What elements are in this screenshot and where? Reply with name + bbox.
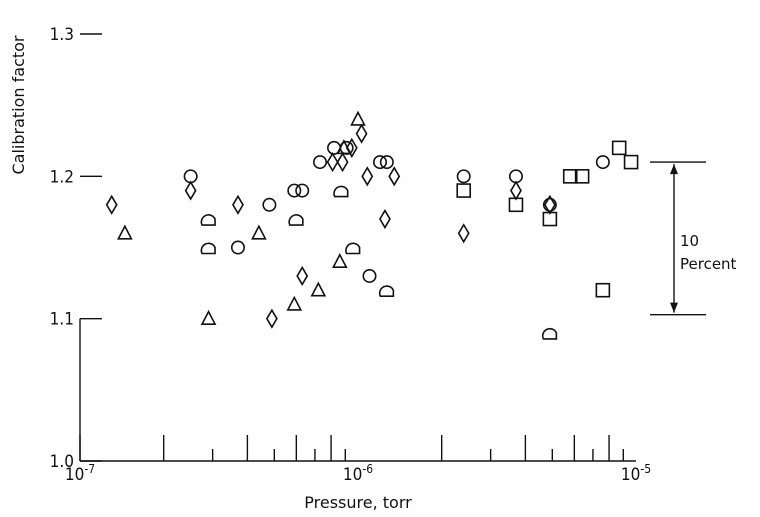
triangle-marker — [117, 224, 133, 240]
annotation-arrowhead-top — [670, 164, 678, 175]
diamond-marker — [457, 223, 470, 244]
square-marker — [595, 282, 611, 298]
square-marker — [456, 183, 471, 198]
circle-marker — [295, 183, 310, 198]
triangle-marker — [251, 224, 267, 240]
square-marker — [574, 169, 590, 184]
diamond-marker — [184, 180, 197, 201]
diamond-marker — [345, 137, 358, 158]
circle-marker — [362, 268, 377, 283]
percent-annotation: 10 Percent — [650, 161, 737, 316]
x-tick-label: 10-5 — [621, 462, 651, 485]
annotation-line2: Percent — [680, 255, 737, 273]
triangle-marker — [286, 295, 303, 311]
diamond-marker — [510, 180, 522, 201]
half-circle-marker — [333, 185, 349, 198]
diamond-marker — [296, 265, 309, 287]
square-marker — [611, 140, 627, 156]
y-tick-label: 1.2 — [50, 167, 74, 187]
diamond-marker — [105, 194, 118, 215]
x-tick-label: 10-7 — [65, 462, 95, 485]
y-tick-label: 1.1 — [50, 310, 74, 330]
circle-marker — [373, 155, 388, 170]
half-circle-marker — [200, 242, 216, 255]
circle-marker — [262, 197, 277, 212]
diamond-marker — [336, 152, 349, 173]
diamond-marker — [379, 208, 391, 230]
circle-marker — [542, 197, 557, 212]
triangle-marker — [310, 281, 327, 297]
circle-marker — [456, 169, 471, 184]
half-circle-marker — [200, 214, 216, 226]
triangle-marker — [200, 309, 217, 325]
circle-marker — [287, 183, 302, 198]
half-circle-marker — [288, 214, 304, 226]
circle-marker — [313, 155, 328, 170]
diamond-marker — [361, 166, 374, 187]
annotation-line1: 10 — [680, 232, 699, 250]
annotation-arrowhead-bottom — [670, 302, 678, 313]
square-marker — [508, 197, 524, 213]
y-tick-label: 1.0 — [50, 452, 74, 472]
y-axis-title: Calibration factor — [9, 35, 28, 174]
circle-marker — [595, 155, 610, 170]
square-marker — [562, 169, 578, 184]
diamond-marker — [265, 308, 278, 329]
triangle-marker — [350, 110, 366, 126]
triangle-marker — [331, 252, 348, 269]
diamond-marker — [232, 194, 244, 215]
diamond-marker — [388, 166, 401, 187]
data-marks — [105, 110, 639, 340]
y-tick-label: 1.3 — [50, 25, 74, 45]
circle-marker — [379, 155, 394, 170]
diamond-marker — [326, 152, 339, 173]
x-tick-label: 10-6 — [343, 462, 373, 485]
diamond-marker — [355, 123, 368, 144]
half-circle-marker — [345, 242, 361, 255]
x-axis-title: Pressure, torr — [304, 493, 412, 512]
circle-marker — [230, 240, 245, 255]
half-circle-marker — [378, 285, 395, 297]
square-marker — [623, 154, 639, 170]
triangle-marker — [336, 139, 352, 155]
half-circle-marker — [541, 327, 558, 340]
axes: 1.0 1.1 1.2 1.3 10-7 10-6 10-5 — [50, 25, 651, 485]
square-marker — [542, 211, 558, 227]
